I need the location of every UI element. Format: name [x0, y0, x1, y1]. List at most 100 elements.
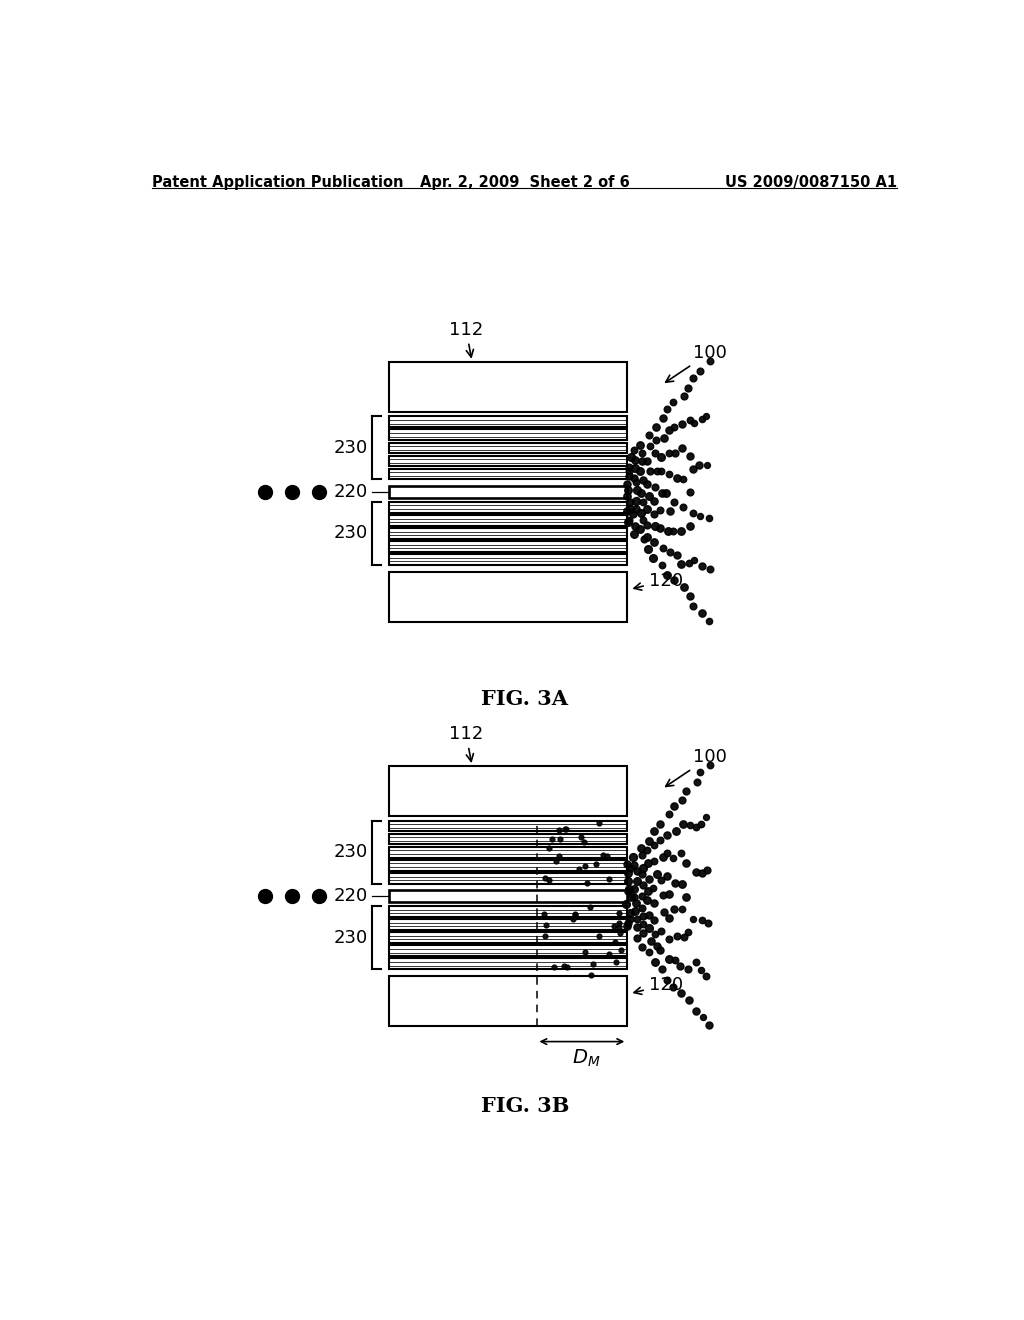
- Point: [678, 886, 694, 907]
- Point: [674, 789, 690, 810]
- Point: [628, 491, 644, 512]
- Point: [646, 892, 663, 913]
- Point: [646, 515, 663, 536]
- Point: [634, 936, 650, 957]
- Point: [641, 906, 657, 927]
- Point: [546, 957, 562, 978]
- Point: [638, 840, 654, 861]
- Point: [695, 1006, 712, 1027]
- Point: [645, 546, 662, 568]
- Point: [627, 516, 643, 537]
- Point: [694, 909, 711, 931]
- Point: [257, 886, 273, 907]
- Point: [618, 474, 635, 495]
- Point: [623, 886, 639, 907]
- Bar: [388, 945, 628, 956]
- Point: [591, 813, 607, 834]
- Point: [620, 880, 636, 902]
- Point: [623, 491, 639, 512]
- Point: [548, 850, 564, 871]
- Point: [678, 851, 694, 873]
- Point: [626, 879, 642, 900]
- Point: [663, 541, 679, 562]
- Text: 100: 100: [666, 748, 727, 787]
- Point: [701, 350, 718, 371]
- Point: [591, 925, 607, 946]
- Point: [684, 503, 700, 524]
- Point: [633, 838, 649, 859]
- Point: [678, 781, 694, 803]
- Point: [634, 450, 650, 471]
- Point: [673, 521, 689, 543]
- Point: [537, 925, 553, 946]
- Bar: [388, 455, 628, 466]
- Point: [635, 875, 651, 896]
- Point: [654, 884, 671, 906]
- Point: [551, 845, 567, 866]
- Point: [646, 532, 663, 553]
- Bar: [388, 362, 628, 412]
- Point: [626, 886, 642, 907]
- Point: [311, 886, 328, 907]
- Point: [620, 512, 636, 533]
- Point: [634, 492, 650, 513]
- Point: [646, 503, 663, 524]
- Point: [634, 442, 650, 463]
- Point: [651, 829, 668, 850]
- Bar: [388, 834, 628, 845]
- Point: [660, 420, 677, 441]
- Point: [688, 816, 705, 837]
- Point: [639, 498, 655, 519]
- Point: [681, 552, 697, 573]
- Text: 112: 112: [449, 321, 483, 358]
- Text: 230: 230: [334, 440, 368, 457]
- Point: [658, 824, 675, 845]
- Point: [658, 399, 675, 420]
- Point: [623, 908, 639, 929]
- Point: [629, 871, 645, 892]
- Point: [641, 830, 657, 851]
- Point: [541, 838, 557, 859]
- Point: [662, 908, 678, 929]
- Point: [648, 417, 665, 438]
- Point: [588, 854, 604, 875]
- Point: [673, 553, 689, 574]
- Point: [626, 846, 642, 867]
- Point: [658, 969, 675, 990]
- Point: [654, 846, 671, 867]
- Point: [618, 500, 635, 521]
- Point: [651, 940, 668, 961]
- Point: [660, 883, 677, 904]
- Point: [698, 859, 715, 880]
- Point: [635, 913, 651, 935]
- Point: [583, 896, 599, 917]
- Point: [608, 952, 625, 973]
- Point: [686, 549, 702, 570]
- Point: [541, 869, 557, 890]
- Point: [634, 886, 650, 907]
- Point: [599, 845, 615, 866]
- Text: Patent Application Publication: Patent Application Publication: [153, 176, 403, 190]
- Text: 220: 220: [334, 887, 368, 906]
- Point: [552, 829, 568, 850]
- Text: Apr. 2, 2009  Sheet 2 of 6: Apr. 2, 2009 Sheet 2 of 6: [420, 176, 630, 190]
- Point: [698, 966, 715, 987]
- Point: [667, 796, 683, 817]
- Point: [702, 558, 719, 579]
- Text: 120: 120: [634, 572, 683, 590]
- Point: [311, 482, 328, 503]
- Point: [578, 941, 594, 962]
- Point: [629, 479, 645, 500]
- Point: [676, 927, 692, 948]
- Point: [621, 465, 637, 486]
- Bar: [388, 554, 628, 565]
- Text: 220: 220: [334, 483, 368, 500]
- Point: [655, 428, 672, 449]
- Point: [662, 948, 678, 969]
- Point: [681, 515, 697, 536]
- Point: [559, 957, 575, 978]
- Point: [646, 834, 663, 855]
- Bar: [388, 906, 628, 917]
- Point: [655, 408, 672, 429]
- Point: [669, 925, 685, 946]
